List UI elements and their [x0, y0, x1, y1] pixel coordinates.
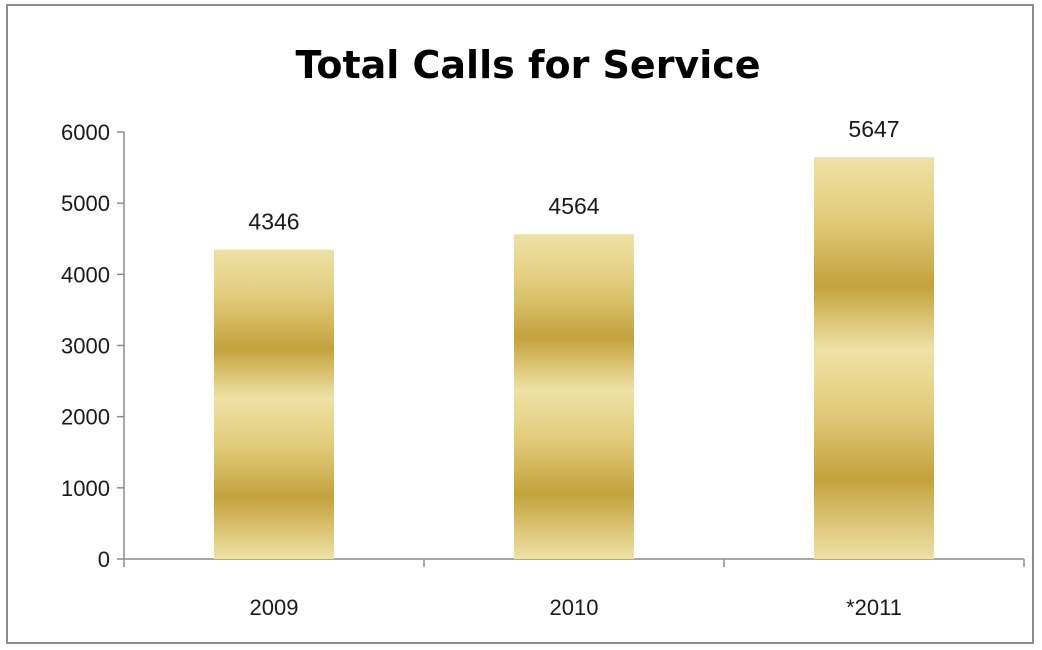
- bar-2011: [814, 157, 934, 559]
- y-tick-label: 1000: [61, 476, 110, 501]
- x-category-label: *2011: [846, 595, 902, 620]
- y-tick-label: 5000: [61, 191, 110, 216]
- data-label: 5647: [848, 116, 899, 142]
- y-tick-label: 0: [98, 547, 110, 572]
- data-label: 4346: [248, 209, 299, 235]
- x-axis-ticks: [123, 559, 1025, 567]
- bar-2009: [214, 249, 334, 560]
- data-label: 4564: [548, 193, 599, 219]
- y-tick-label: 4000: [61, 262, 110, 287]
- data-labels-group: 4346 4564 5647: [248, 116, 899, 235]
- x-axis-labels: 2009 2010 *2011: [250, 595, 902, 620]
- y-tick-label: 2000: [61, 405, 110, 430]
- chart-title: Total Calls for Service: [295, 43, 760, 87]
- y-tick-label: 3000: [61, 334, 110, 359]
- x-category-label: 2010: [550, 595, 599, 620]
- x-category-label: 2009: [250, 595, 299, 620]
- bar-2010: [514, 234, 634, 560]
- bars-group: [214, 157, 934, 560]
- y-tick-label: 6000: [61, 120, 110, 145]
- y-axis-ticks: 0 1000 2000 3000 4000 5000 6000: [61, 120, 124, 572]
